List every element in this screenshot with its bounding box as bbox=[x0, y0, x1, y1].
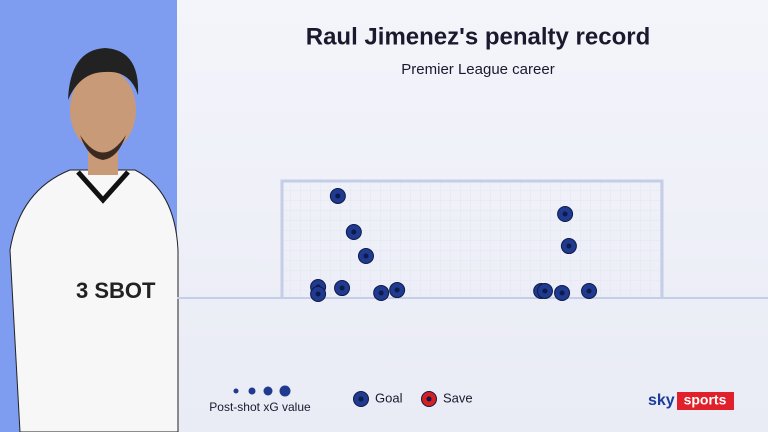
shot-detail bbox=[315, 291, 321, 297]
shot-detail bbox=[562, 211, 568, 217]
shirt-sponsor: 3 SBOT bbox=[76, 278, 156, 303]
goal-frame bbox=[280, 179, 664, 298]
chart-subtitle: Premier League career bbox=[401, 61, 554, 78]
shot-detail bbox=[339, 285, 345, 291]
shot-detail bbox=[566, 243, 572, 249]
legend-marker-detail bbox=[358, 396, 364, 402]
shot-detail bbox=[335, 193, 341, 199]
brand-sports: sports bbox=[684, 392, 727, 408]
goal-net bbox=[282, 181, 662, 298]
brand-sky: sky bbox=[648, 392, 675, 409]
shot-detail bbox=[363, 253, 369, 259]
brand-badge bbox=[677, 392, 734, 410]
size-legend-label: Post-shot xG value bbox=[209, 400, 311, 414]
legend-label: Save bbox=[443, 390, 473, 405]
size-legend bbox=[233, 385, 291, 397]
player-photo: 3 SBOT bbox=[9, 48, 179, 432]
shot-detail bbox=[378, 290, 384, 296]
shot-detail bbox=[586, 288, 592, 294]
shot-detail bbox=[351, 229, 357, 235]
chart-title: Raul Jimenez's penalty record bbox=[306, 23, 651, 50]
shot-detail bbox=[542, 288, 548, 294]
shot-detail bbox=[394, 287, 400, 293]
shot-detail bbox=[559, 290, 565, 296]
legend-marker-detail bbox=[426, 396, 432, 402]
legend-label: Goal bbox=[375, 390, 403, 405]
